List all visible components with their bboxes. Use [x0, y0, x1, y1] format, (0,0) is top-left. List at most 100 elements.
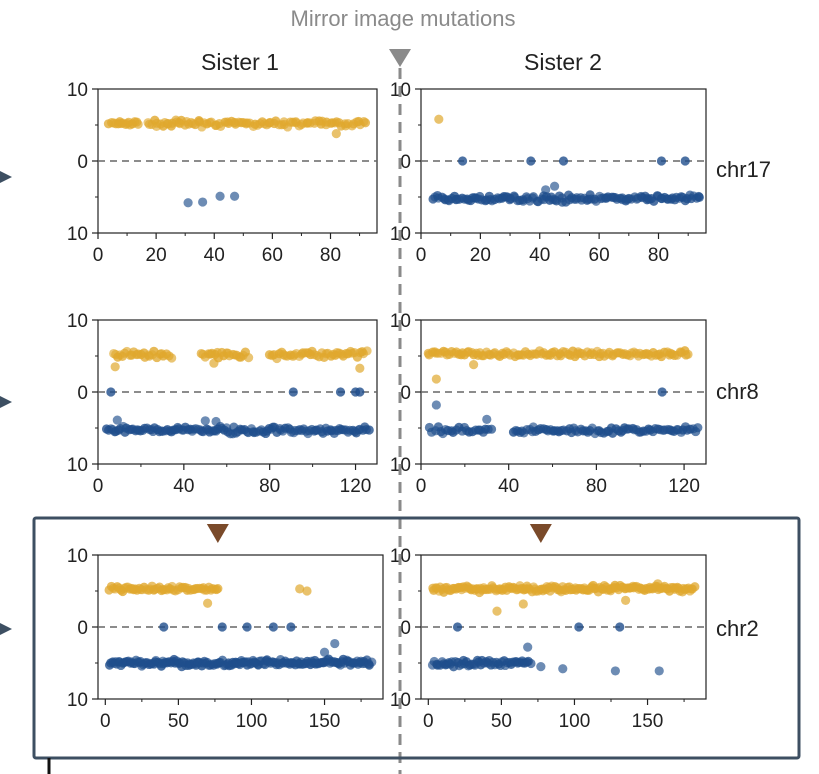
lower-point: [549, 181, 560, 191]
lower-point: [112, 415, 122, 425]
x-tick-label: 0: [93, 245, 104, 266]
lower-point: [694, 192, 704, 202]
lower-point: [482, 414, 492, 424]
lower-point: [319, 647, 330, 657]
upper-point: [209, 358, 219, 368]
lower-point: [526, 658, 536, 669]
lower-point: [211, 416, 221, 427]
row-label-chr2: chr2: [716, 616, 759, 641]
highlight-marker-icon: [206, 524, 229, 543]
x-tick-label: 150: [632, 711, 664, 732]
upper-point: [434, 114, 444, 124]
upper-point: [362, 346, 372, 356]
x-tick-label: 100: [559, 711, 591, 732]
y-tick-label: 10: [67, 546, 88, 567]
upper-point: [360, 118, 371, 128]
zero-point: [558, 156, 569, 166]
column-title-sister-1: Sister 1: [201, 49, 279, 75]
zero-point: [615, 622, 625, 632]
zero-point: [159, 622, 169, 632]
lower-point: [198, 197, 208, 207]
zero-point: [335, 387, 346, 397]
upper-point: [621, 595, 631, 605]
lower-point: [654, 666, 664, 676]
x-tick-label: 0: [416, 245, 427, 266]
zero-point: [106, 387, 116, 397]
zero-point: [457, 156, 468, 166]
row-label-chr8: chr8: [716, 379, 759, 404]
upper-point: [355, 363, 365, 373]
upper-point: [213, 584, 223, 594]
y-tick-label: 0: [400, 618, 411, 639]
zero-point: [526, 156, 536, 166]
highlight-marker-icon: [529, 524, 552, 543]
upper-point: [302, 586, 312, 596]
x-tick-label: 20: [470, 245, 491, 266]
upper-point: [653, 579, 663, 589]
lower-point: [200, 416, 210, 426]
row-pointer-arrow-icon: [0, 396, 12, 408]
upper-point: [295, 584, 305, 594]
upper-point: [683, 349, 693, 359]
zero-point: [657, 387, 667, 397]
lower-point: [693, 423, 703, 433]
x-tick-label: 0: [416, 476, 427, 497]
zero-point: [242, 622, 252, 632]
upper-point: [244, 353, 254, 363]
x-tick-label: 40: [498, 476, 519, 497]
upper-point: [331, 129, 341, 139]
upper-point: [110, 362, 120, 372]
lower-point: [486, 424, 497, 434]
zero-point: [217, 622, 227, 632]
lower-point: [330, 638, 340, 649]
lower-point: [431, 400, 441, 410]
upper-point: [518, 599, 528, 609]
x-tick-label: 150: [309, 711, 341, 732]
x-tick-label: 40: [529, 245, 550, 266]
x-tick-label: 80: [259, 476, 280, 497]
lower-point: [229, 191, 240, 201]
x-tick-label: 50: [491, 711, 512, 732]
highlight-box: [32, 516, 801, 760]
row-pointer-arrow-icon: [0, 623, 12, 635]
y-tick-label: 0: [77, 383, 88, 404]
lower-point: [523, 642, 533, 652]
x-tick-label: 0: [100, 711, 111, 732]
x-tick-label: 60: [589, 245, 610, 266]
scatter-panels: 1001002040608010010020406080100100408012…: [67, 80, 707, 732]
lower-point: [536, 662, 546, 672]
y-tick-label: 0: [77, 152, 88, 173]
upper-point: [133, 119, 143, 129]
zero-point: [286, 622, 296, 632]
zero-point: [680, 156, 690, 166]
y-tick-label: 0: [400, 152, 411, 173]
y-tick-label: 10: [67, 224, 88, 245]
y-tick-label: 0: [77, 618, 88, 639]
zero-point: [656, 156, 667, 166]
x-tick-label: 20: [146, 245, 167, 266]
upper-point: [203, 598, 213, 608]
upper-point: [167, 353, 177, 363]
upper-point: [469, 360, 479, 370]
y-tick-label: 10: [67, 80, 88, 101]
y-tick-label: 10: [67, 690, 88, 711]
x-tick-label: 80: [320, 245, 341, 266]
row-label-chr17: chr17: [716, 157, 771, 182]
x-tick-label: 60: [262, 245, 283, 266]
zero-point: [452, 622, 463, 632]
x-tick-label: 40: [204, 245, 225, 266]
x-tick-label: 120: [340, 476, 372, 497]
lower-point: [558, 664, 568, 674]
y-tick-label: 0: [400, 383, 411, 404]
figure-decorations: [0, 49, 801, 774]
lower-point: [183, 198, 193, 208]
x-tick-label: 120: [668, 476, 700, 497]
zero-point: [355, 387, 365, 397]
x-tick-label: 80: [648, 245, 669, 266]
y-tick-label: 10: [67, 311, 88, 332]
zero-point: [268, 622, 278, 632]
